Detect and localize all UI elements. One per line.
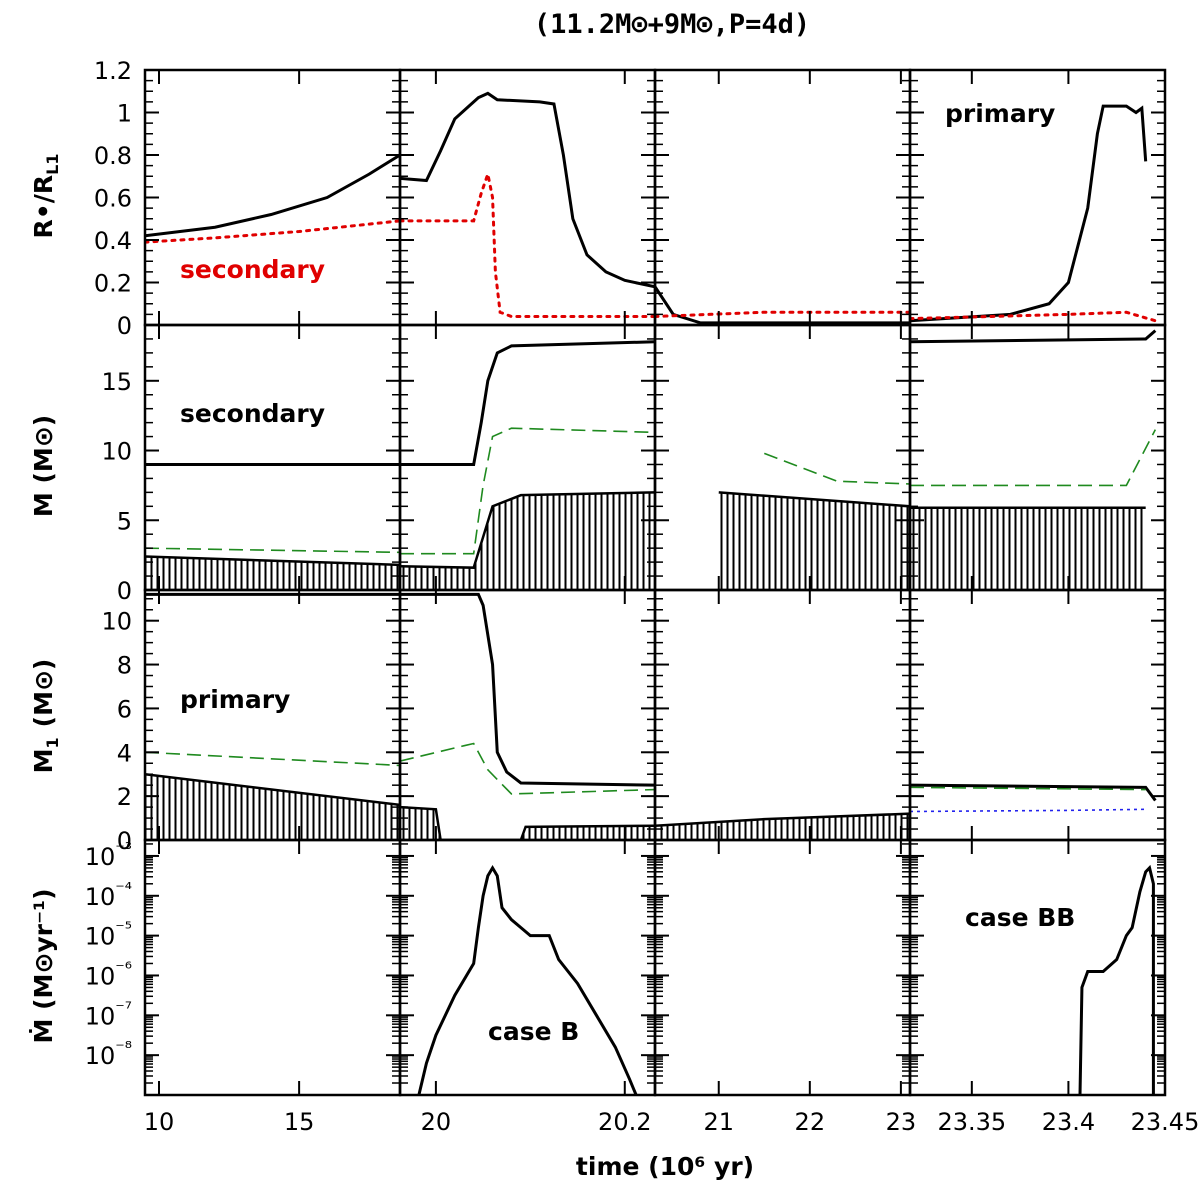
x-tick-label: 10 — [144, 1108, 175, 1136]
series-radius-primary — [145, 153, 400, 238]
y-tick-label: 0 — [117, 827, 132, 855]
series-primary-mass-he-core — [145, 751, 400, 767]
y-tick-label: 6 — [117, 695, 132, 723]
y-tick-label: 10 — [101, 608, 132, 636]
series-radius-secondary — [400, 168, 655, 318]
x-tick-label: 20 — [421, 1108, 452, 1136]
annotation-secondary-mid: secondary — [180, 399, 325, 428]
ylabel-radius: R•/RL1 — [29, 154, 62, 239]
series-primary-mass-he-core — [400, 742, 655, 795]
series-secondary-mass-convective-core-fill — [910, 507, 1146, 590]
x-tick-label: 23.35 — [937, 1108, 1006, 1136]
panel-frame — [143, 838, 402, 1097]
svg-text:M1(M⊙): M1(M⊙) — [29, 659, 62, 774]
series-secondary-mass-convective-core-fill — [145, 556, 400, 590]
y-tick-label: 2 — [117, 783, 132, 811]
x-tick-label: 23.4 — [1042, 1108, 1095, 1136]
x-tick-label: 20.2 — [598, 1108, 651, 1136]
series-secondary-mass-he-core — [763, 452, 910, 485]
y-tick-label: 0 — [117, 577, 132, 605]
y-tick-label: 10⁻⁵ — [85, 919, 132, 951]
svg-text:M (M⊙): M (M⊙) — [29, 415, 58, 517]
annotation-case-b: case B — [488, 1017, 579, 1046]
ylabel-mass-transfer-rate: Ṁ (M⊙yr⁻¹) — [29, 888, 58, 1043]
series-secondary-mass-convective-core-edge — [718, 491, 910, 508]
y-tick-label: 0.2 — [94, 270, 132, 298]
panel-frame — [653, 588, 912, 842]
y-tick-label: 15 — [101, 368, 132, 396]
series-secondary-mass-total-mass — [910, 329, 1157, 344]
chart-title: (11.2M⊙+9M⊙,P=4d) — [534, 9, 810, 40]
series-primary-mass-total-mass — [400, 592, 655, 787]
ylabel-primary-mass: M1(M⊙) — [29, 659, 62, 774]
series-radius-primary — [910, 104, 1148, 323]
y-tick-label: 1 — [117, 100, 132, 128]
panel-frame — [653, 838, 912, 1097]
series-secondary-mass-he-core — [910, 429, 1157, 487]
series-primary-mass-co-core — [910, 808, 1146, 813]
y-tick-label: 0.6 — [94, 185, 132, 213]
y-tick-label: 10⁻⁶ — [85, 958, 132, 990]
series-secondary-mass-convective-core-edge — [145, 555, 400, 567]
series-primary-mass-convective-core-edge — [400, 805, 655, 840]
panel-frame — [398, 838, 657, 1097]
ylabel-secondary-mass: M (M⊙) — [29, 415, 58, 517]
y-tick-label: 0.8 — [94, 142, 132, 170]
panels: 0 0.2 0.4 0.6 0.8 1 1.2 0 5 10 15 0 2 4 6 8 10 10⁻³ 10⁻⁴ 10… — [85, 57, 1200, 1136]
svg-text:Ṁ (M⊙yr⁻¹): Ṁ (M⊙yr⁻¹) — [29, 888, 58, 1043]
x-tick-label: 23.45 — [1131, 1108, 1200, 1136]
series-primary-mass-convective-core-edge — [655, 812, 910, 827]
series-radius-primary — [400, 91, 655, 289]
x-tick-label: 23 — [886, 1108, 917, 1136]
panel-frame — [398, 68, 657, 327]
series-secondary-mass-convective-core-fill — [400, 492, 655, 590]
annotation-primary-top: primary — [945, 99, 1055, 128]
panel-frame — [908, 838, 1167, 1097]
series-radius-secondary — [655, 310, 910, 318]
series-primary-mass-he-core — [910, 786, 1146, 791]
series-mass-transfer-rate-case-BB — [1078, 864, 1155, 1095]
series-primary-mass-convective-core-fill — [400, 807, 655, 840]
x-tick-label: 21 — [703, 1108, 734, 1136]
series-radius-primary — [655, 285, 910, 325]
annotation-primary-mid: primary — [180, 685, 290, 714]
series-secondary-mass-convective-core-fill — [718, 492, 910, 590]
y-tick-label: 10⁻⁸ — [85, 1038, 132, 1070]
y-tick-label: 10⁻⁷ — [85, 998, 132, 1030]
series-primary-mass-convective-core-edge — [145, 772, 400, 807]
series-secondary-mass-convective-core-edge — [400, 491, 655, 569]
series-primary-mass-total-mass — [910, 783, 1157, 802]
series-secondary-mass-he-core — [145, 547, 400, 554]
x-axis-label: time (10⁶ yr) — [576, 1152, 754, 1181]
annotation-secondary-top: secondary — [180, 255, 325, 284]
y-tick-label: 0 — [117, 312, 132, 340]
series-secondary-mass-he-core — [400, 427, 655, 555]
y-tick-label: 10 — [101, 438, 132, 466]
series-mass-transfer-rate-case-B — [417, 864, 638, 1095]
y-tick-label: 0.4 — [94, 227, 132, 255]
y-tick-label: 5 — [117, 507, 132, 535]
annotation-case-bb: case BB — [965, 903, 1075, 932]
panel-frame — [653, 68, 912, 327]
series-primary-mass-convective-core-fill — [145, 774, 400, 840]
panel-frame — [398, 588, 657, 842]
panel-frame — [908, 588, 1167, 842]
series-secondary-mass-total-mass — [400, 340, 655, 466]
y-tick-label: 10⁻⁴ — [85, 879, 132, 911]
svg-text:R•/RL1: R•/RL1 — [29, 154, 62, 239]
x-tick-label: 22 — [795, 1108, 826, 1136]
series-radius-secondary — [145, 219, 400, 244]
x-tick-label: 15 — [284, 1108, 315, 1136]
y-tick-label: 4 — [117, 739, 132, 767]
y-tick-label: 8 — [117, 652, 132, 680]
y-tick-label: 10⁻³ — [85, 839, 132, 871]
panel-frame — [143, 68, 402, 327]
y-tick-label: 1.2 — [94, 57, 132, 85]
